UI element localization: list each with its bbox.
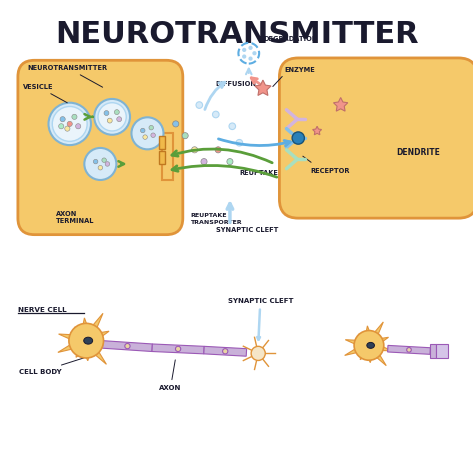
- Circle shape: [227, 158, 233, 164]
- Polygon shape: [204, 346, 246, 356]
- Circle shape: [175, 346, 181, 352]
- Bar: [159, 151, 165, 164]
- Circle shape: [117, 117, 122, 122]
- Text: DIFFUSION: DIFFUSION: [216, 81, 257, 87]
- Text: NEUROTRANSMITTER: NEUROTRANSMITTER: [55, 20, 419, 49]
- Polygon shape: [378, 345, 392, 351]
- Polygon shape: [359, 334, 364, 339]
- Circle shape: [149, 126, 154, 130]
- Circle shape: [196, 102, 202, 109]
- Text: DEGRADATION: DEGRADATION: [263, 36, 318, 42]
- Polygon shape: [360, 353, 366, 360]
- Circle shape: [242, 55, 246, 59]
- Text: SYNAPTIC CLEFT: SYNAPTIC CLEFT: [228, 298, 293, 340]
- Polygon shape: [90, 313, 103, 332]
- Text: SYNAPTIC CLEFT: SYNAPTIC CLEFT: [216, 227, 278, 233]
- Ellipse shape: [84, 337, 92, 344]
- Text: NEUROTRANSMITTER: NEUROTRANSMITTER: [27, 65, 108, 87]
- Bar: [436, 345, 447, 357]
- Circle shape: [72, 114, 77, 119]
- Polygon shape: [97, 340, 113, 347]
- Text: AXON: AXON: [159, 360, 182, 391]
- Circle shape: [104, 110, 109, 116]
- Circle shape: [107, 118, 112, 123]
- Circle shape: [65, 126, 70, 131]
- Polygon shape: [82, 318, 88, 329]
- Circle shape: [94, 99, 130, 135]
- Polygon shape: [313, 126, 321, 135]
- Circle shape: [67, 121, 73, 127]
- Circle shape: [114, 109, 119, 115]
- Text: ENZYME: ENZYME: [284, 67, 315, 73]
- Polygon shape: [76, 349, 82, 357]
- Circle shape: [252, 51, 256, 55]
- Circle shape: [248, 56, 253, 61]
- Circle shape: [105, 162, 109, 166]
- Text: REUPTAKE
TRANSPORTER: REUPTAKE TRANSPORTER: [190, 213, 241, 225]
- Polygon shape: [91, 348, 107, 365]
- Circle shape: [215, 147, 221, 153]
- Circle shape: [182, 133, 188, 139]
- Circle shape: [191, 147, 198, 153]
- Circle shape: [229, 123, 236, 129]
- Polygon shape: [345, 347, 360, 356]
- Circle shape: [140, 128, 145, 133]
- Polygon shape: [74, 327, 81, 334]
- Circle shape: [93, 159, 98, 164]
- Polygon shape: [102, 341, 153, 352]
- Circle shape: [131, 117, 164, 149]
- Circle shape: [98, 165, 102, 170]
- Circle shape: [248, 46, 253, 50]
- Polygon shape: [255, 80, 271, 95]
- Text: DENDRITE: DENDRITE: [396, 148, 439, 157]
- FancyBboxPatch shape: [279, 58, 474, 218]
- Circle shape: [143, 135, 147, 139]
- Bar: [430, 345, 436, 357]
- Polygon shape: [374, 352, 386, 365]
- Text: NERVE CELL: NERVE CELL: [18, 307, 66, 313]
- Text: REUPTAKE: REUPTAKE: [239, 170, 278, 176]
- Polygon shape: [367, 356, 373, 363]
- Polygon shape: [372, 322, 383, 338]
- Polygon shape: [334, 98, 348, 111]
- Circle shape: [151, 133, 155, 137]
- Text: CELL BODY: CELL BODY: [19, 358, 83, 374]
- Circle shape: [251, 346, 265, 360]
- Circle shape: [242, 48, 246, 52]
- Circle shape: [292, 132, 304, 144]
- Circle shape: [52, 107, 87, 141]
- Circle shape: [98, 103, 126, 131]
- Polygon shape: [377, 337, 389, 344]
- Text: RECEPTOR: RECEPTOR: [310, 168, 349, 174]
- Polygon shape: [388, 346, 430, 355]
- Circle shape: [84, 148, 117, 180]
- Polygon shape: [58, 342, 76, 352]
- Circle shape: [201, 158, 207, 164]
- Text: AXON
TERMINAL: AXON TERMINAL: [55, 211, 94, 224]
- Text: VESICLE: VESICLE: [23, 83, 67, 103]
- Polygon shape: [84, 352, 90, 361]
- Bar: [159, 136, 165, 149]
- Circle shape: [69, 323, 103, 358]
- Circle shape: [48, 103, 91, 145]
- FancyBboxPatch shape: [18, 60, 183, 235]
- Ellipse shape: [367, 342, 374, 348]
- Circle shape: [236, 139, 243, 146]
- Circle shape: [212, 111, 219, 118]
- Circle shape: [59, 124, 64, 129]
- Circle shape: [102, 158, 106, 163]
- Polygon shape: [345, 340, 360, 346]
- Circle shape: [223, 349, 228, 354]
- Polygon shape: [96, 331, 109, 339]
- Circle shape: [173, 121, 179, 127]
- Circle shape: [354, 330, 384, 360]
- Bar: [162, 133, 173, 181]
- Circle shape: [407, 347, 411, 352]
- Polygon shape: [152, 344, 204, 354]
- Polygon shape: [365, 326, 371, 335]
- Polygon shape: [59, 334, 75, 341]
- Circle shape: [76, 124, 81, 129]
- Circle shape: [125, 344, 130, 349]
- Circle shape: [60, 117, 65, 122]
